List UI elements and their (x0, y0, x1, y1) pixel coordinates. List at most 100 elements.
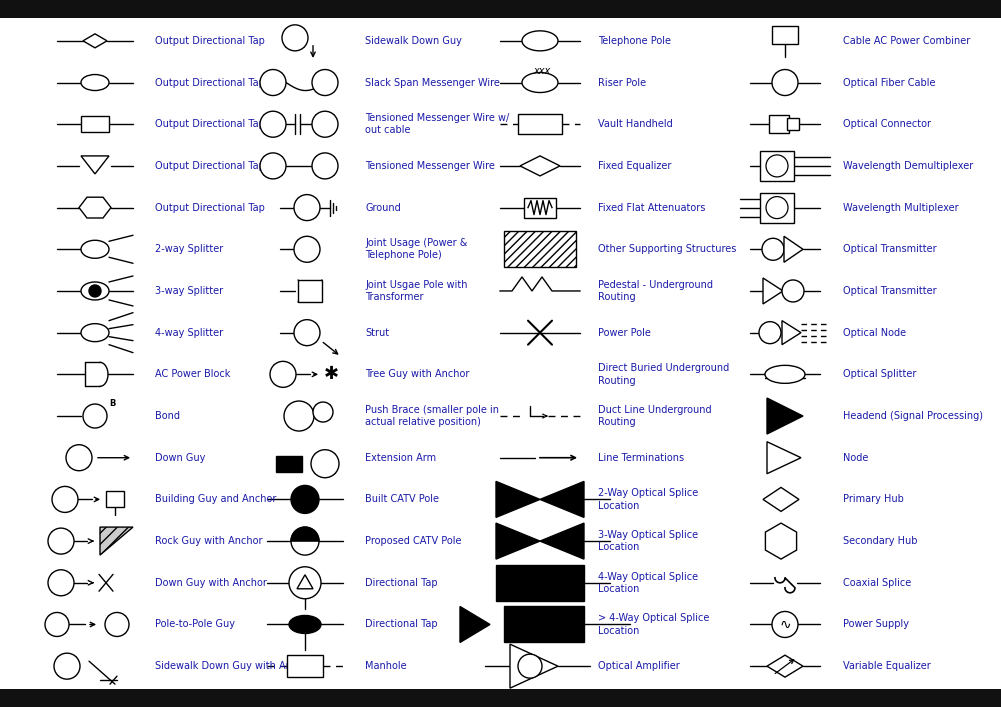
Ellipse shape (765, 366, 805, 383)
Circle shape (89, 285, 101, 297)
Bar (287, 655, 323, 677)
Text: Duct Line Underground
Routing: Duct Line Underground Routing (598, 405, 712, 427)
Text: Optical Transmitter: Optical Transmitter (843, 286, 937, 296)
Text: Proposed CATV Pole: Proposed CATV Pole (365, 536, 461, 546)
Text: Extension Arm: Extension Arm (365, 452, 436, 462)
Text: Primary Hub: Primary Hub (843, 494, 904, 504)
Polygon shape (520, 156, 560, 176)
Polygon shape (540, 481, 584, 518)
Circle shape (291, 486, 319, 513)
Polygon shape (763, 278, 783, 304)
Circle shape (518, 654, 542, 678)
Text: 2-Way Optical Splice
Location: 2-Way Optical Splice Location (598, 489, 699, 510)
Bar (760, 192, 794, 223)
Circle shape (52, 486, 78, 513)
Bar (769, 115, 789, 133)
Text: 4-Way Optical Splice
Location: 4-Way Optical Splice Location (598, 571, 698, 594)
Circle shape (312, 153, 338, 179)
Bar (760, 151, 794, 181)
Circle shape (54, 653, 80, 679)
Ellipse shape (522, 31, 558, 51)
Text: Directional Tap: Directional Tap (365, 578, 437, 588)
Circle shape (105, 612, 129, 636)
Ellipse shape (81, 324, 109, 341)
Bar (0, 0, 1001, 18)
Circle shape (294, 194, 320, 221)
Circle shape (766, 197, 788, 218)
Circle shape (291, 527, 319, 555)
Circle shape (282, 25, 308, 51)
Polygon shape (496, 481, 540, 518)
Text: 2-way Splitter: 2-way Splitter (155, 245, 223, 255)
Polygon shape (81, 156, 109, 174)
Text: 4-way Splitter: 4-way Splitter (155, 327, 223, 338)
Text: Secondary Hub: Secondary Hub (843, 536, 918, 546)
Text: Output Directional Tap: Output Directional Tap (155, 36, 265, 46)
Text: Riser Pole: Riser Pole (598, 78, 646, 88)
Circle shape (294, 320, 320, 346)
Circle shape (772, 69, 798, 95)
Circle shape (782, 280, 804, 302)
Text: Bond: Bond (155, 411, 180, 421)
Circle shape (284, 401, 314, 431)
Text: Optical Transmitter: Optical Transmitter (843, 245, 937, 255)
Circle shape (294, 236, 320, 262)
Text: Rock Guy with Anchor: Rock Guy with Anchor (155, 536, 262, 546)
Text: Tensioned Messenger Wire: Tensioned Messenger Wire (365, 161, 494, 171)
Bar (496, 565, 584, 601)
Text: Sidewalk Down Guy: Sidewalk Down Guy (365, 36, 461, 46)
Text: Push Brace (smaller pole in
actual relative position): Push Brace (smaller pole in actual relat… (365, 405, 499, 427)
Polygon shape (297, 575, 313, 589)
Text: Fixed Equalizer: Fixed Equalizer (598, 161, 672, 171)
Text: Power Pole: Power Pole (598, 327, 651, 338)
Text: ✱: ✱ (323, 366, 338, 383)
Text: xxx: xxx (534, 66, 551, 76)
Text: Vault Handheld: Vault Handheld (598, 119, 673, 129)
Text: Wavelength Multiplexer: Wavelength Multiplexer (843, 203, 959, 213)
Circle shape (312, 111, 338, 137)
Circle shape (312, 69, 338, 95)
Bar (787, 118, 799, 130)
Text: Directional Tap: Directional Tap (365, 619, 437, 629)
Circle shape (762, 238, 784, 260)
Text: Pedestal - Underground
Routing: Pedestal - Underground Routing (598, 280, 713, 302)
Polygon shape (784, 236, 803, 262)
Text: Optical Splitter: Optical Splitter (843, 369, 916, 380)
Text: Joint Usgae Pole with
Transformer: Joint Usgae Pole with Transformer (365, 280, 467, 302)
Text: Output Directional Tap: Output Directional Tap (155, 78, 265, 88)
Circle shape (260, 69, 286, 95)
Text: 3-way Splitter: 3-way Splitter (155, 286, 223, 296)
Bar (276, 456, 302, 472)
Text: ∿: ∿ (779, 617, 791, 631)
Circle shape (45, 612, 69, 636)
Wedge shape (291, 527, 319, 541)
Bar (0, 689, 1001, 707)
Bar (504, 607, 584, 643)
Text: Manhole: Manhole (365, 661, 406, 671)
Circle shape (772, 612, 798, 638)
Circle shape (270, 361, 296, 387)
Text: Tree Guy with Anchor: Tree Guy with Anchor (365, 369, 469, 380)
Text: Fixed Flat Attenuators: Fixed Flat Attenuators (598, 203, 706, 213)
Ellipse shape (522, 73, 558, 93)
Ellipse shape (81, 282, 109, 300)
Circle shape (260, 111, 286, 137)
Circle shape (260, 153, 286, 179)
Circle shape (48, 528, 74, 554)
Bar (518, 115, 562, 134)
Polygon shape (767, 442, 801, 474)
Text: Telephone Pole: Telephone Pole (598, 36, 671, 46)
Text: Cable AC Power Combiner: Cable AC Power Combiner (843, 36, 970, 46)
Text: Joint Usage (Power &
Telephone Pole): Joint Usage (Power & Telephone Pole) (365, 238, 467, 260)
Polygon shape (782, 321, 801, 344)
Circle shape (83, 404, 107, 428)
Polygon shape (763, 487, 799, 511)
Circle shape (48, 570, 74, 596)
Text: Optical Connector: Optical Connector (843, 119, 931, 129)
Text: Other Supporting Structures: Other Supporting Structures (598, 245, 737, 255)
Text: AC Power Block: AC Power Block (155, 369, 230, 380)
Text: Slack Span Messenger Wire: Slack Span Messenger Wire (365, 78, 499, 88)
Bar (106, 491, 124, 508)
Text: Built CATV Pole: Built CATV Pole (365, 494, 439, 504)
Text: Node: Node (843, 452, 869, 462)
